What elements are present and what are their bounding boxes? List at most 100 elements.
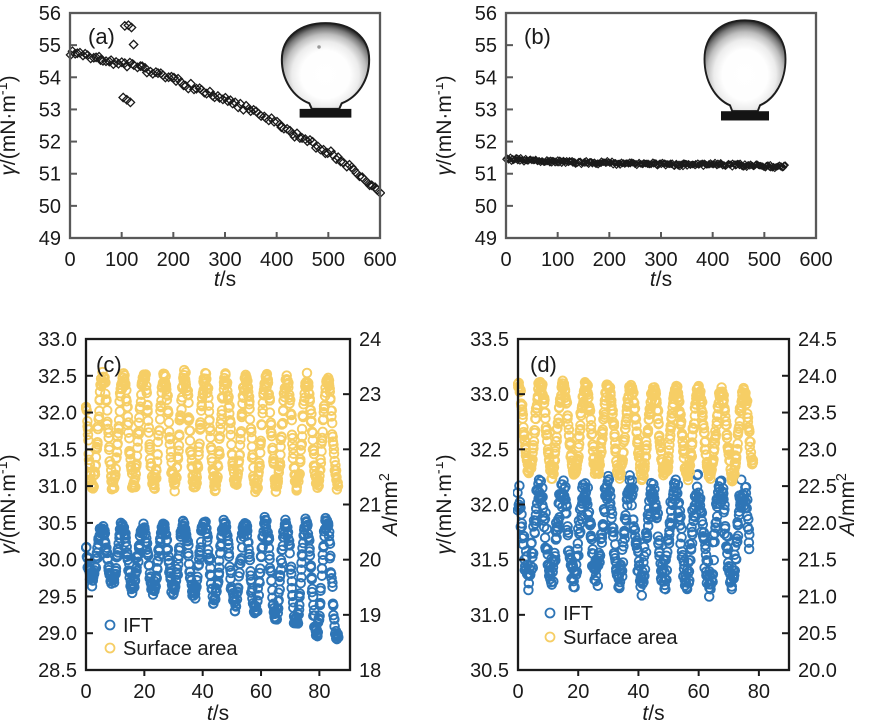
chart-panel-c: 0 20 40 60 80 28.5 29.0 29.5 30.0 30.5 31.0 31.5 32.…: [0, 310, 436, 722]
x-tick-label: 600: [799, 249, 832, 271]
y-tick-label: 29.0: [38, 623, 77, 645]
pendant-bubble-inset: [703, 19, 787, 121]
series-group: [502, 153, 790, 173]
y-tick-label: 33.5: [470, 329, 509, 351]
y-tick-label: 30.5: [470, 660, 509, 682]
y-tick-label: 32.0: [470, 495, 509, 517]
y2-tick-label: 20: [359, 550, 381, 572]
series-surface-tension: [502, 153, 790, 173]
legend-label: IFT: [123, 615, 153, 637]
x-tick-label: 80: [308, 681, 330, 703]
y-tick-label: 55: [475, 35, 497, 57]
legend-marker-surface-area: [104, 642, 116, 654]
y-tick-label: 32.5: [38, 366, 77, 388]
capillary-tip: [721, 111, 769, 121]
bubble-outline: [703, 19, 787, 113]
y2-tick-label: 23.0: [798, 439, 837, 461]
y-tick-label: 30.5: [38, 513, 77, 535]
legend-label: Surface area: [563, 627, 678, 649]
y-tick-label: 33.0: [38, 329, 77, 351]
y-tick-label: 32.5: [470, 439, 509, 461]
y2-tick-label: 22: [359, 439, 381, 461]
y2-tick-label: 19: [359, 605, 381, 627]
y-axis-label: γ/(mN·m-1): [436, 454, 456, 554]
y2-tick-label: 24: [359, 329, 381, 351]
axes: 0 100 200 300 400 500 600 49 50 51 52 53 54 55 56: [39, 3, 397, 271]
y2-tick-label: 23.5: [798, 403, 837, 425]
y-axis-label: γ/(mN·m-1): [436, 75, 456, 175]
x-tick-label: 600: [363, 249, 396, 271]
chart-panel-d: 0 20 40 60 80 30.5 31.0 31.5 32.0 32.5 33.0 33.5 20.…: [436, 310, 872, 722]
y-tick-label: 50: [475, 196, 497, 218]
y-axis-label: γ/(mN·m-1): [0, 75, 20, 175]
y2-tick-label: 24.5: [798, 329, 837, 351]
y-tick-label: 51: [39, 164, 61, 186]
y-tick-label: 31.0: [470, 605, 509, 627]
x-tick-label: 0: [500, 249, 511, 271]
series-surface-area: [513, 375, 759, 487]
y-tick-label: 30.0: [38, 550, 77, 572]
y-tick-label: 51: [475, 164, 497, 186]
x-tick-label: 40: [627, 681, 649, 703]
y2-tick-label: 23: [359, 384, 381, 406]
y-tick-label: 31.5: [38, 439, 77, 461]
y-tick-label: 56: [475, 3, 497, 25]
chart-panel-b: 0 100 200 300 400 500 600 49 50 51 52 53 54 55 56 t/s γ/…: [436, 0, 872, 300]
y2-tick-label: 24.0: [798, 366, 837, 388]
x-tick-label: 400: [696, 249, 729, 271]
y-tick-label: 29.5: [38, 586, 77, 608]
x-axis-label: t/s: [642, 702, 664, 722]
x-axis-label: t/s: [650, 268, 672, 291]
bubble-outline: [280, 22, 371, 110]
chart-d-canvas: 0 20 40 60 80 30.5 31.0 31.5 32.0 32.5 33.0 33.5 20.…: [436, 329, 859, 722]
bubble-speck: [317, 45, 321, 49]
y2-tick-label: 22.5: [798, 476, 837, 498]
y-tick-label: 49: [39, 228, 61, 250]
y2-tick-label: 21.5: [798, 550, 837, 572]
x-tick-label: 200: [157, 249, 190, 271]
y-tick-label: 31.5: [470, 550, 509, 572]
chart-c-canvas: 0 20 40 60 80 28.5 29.0 29.5 30.0 30.5 31.0 31.5 32.…: [0, 329, 402, 722]
axes: 0 20 40 60 80 30.5 31.0 31.5 32.0 32.5 33.0 33.5 20.…: [470, 329, 837, 703]
x-tick-label: 100: [105, 249, 138, 271]
y-tick-label: 50: [39, 196, 61, 218]
y2-tick-label: 21: [359, 495, 381, 517]
x-tick-label: 0: [80, 681, 91, 703]
chart-panel-a: 0 100 200 300 400 500 600 49 50 51 52 53 54 55 56 t/s γ/…: [0, 0, 436, 300]
x-tick-label: 0: [512, 681, 523, 703]
x-tick-label: 400: [260, 249, 293, 271]
x-tick-label: 300: [644, 249, 677, 271]
y2-tick-label: 22.0: [798, 513, 837, 535]
y-tick-label: 52: [475, 132, 497, 154]
y2-axis-label: A/mm2: [377, 473, 402, 538]
x-tick-label: 500: [312, 249, 345, 271]
series-ift: [81, 511, 344, 645]
x-tick-label: 60: [250, 681, 272, 703]
y2-axis-label: A/mm2: [834, 473, 859, 538]
panel-label-a: (a): [88, 24, 115, 49]
x-tick-label: 0: [64, 249, 75, 271]
panel-label-d: (d): [530, 352, 557, 377]
x-tick-label: 40: [192, 681, 214, 703]
series-group: [81, 364, 344, 645]
x-tick-label: 500: [748, 249, 781, 271]
y-tick-label: 53: [39, 99, 61, 121]
y2-tick-label: 20.5: [798, 623, 837, 645]
y-tick-label: 54: [39, 67, 61, 89]
y-tick-label: 33.0: [470, 384, 509, 406]
y-tick-label: 49: [475, 228, 497, 250]
y-tick-label: 28.5: [38, 660, 77, 682]
y-tick-label: 55: [39, 35, 61, 57]
legend-label: Surface area: [123, 638, 238, 660]
y2-tick-label: 18: [359, 660, 381, 682]
legend-marker-ift: [544, 607, 556, 619]
x-tick-label: 20: [133, 681, 155, 703]
y-tick-label: 52: [39, 132, 61, 154]
series-surface-area: [81, 364, 344, 498]
x-axis-label: t/s: [207, 702, 229, 722]
legend-marker-ift: [104, 619, 116, 631]
pendant-bubble-inset: [280, 22, 371, 118]
